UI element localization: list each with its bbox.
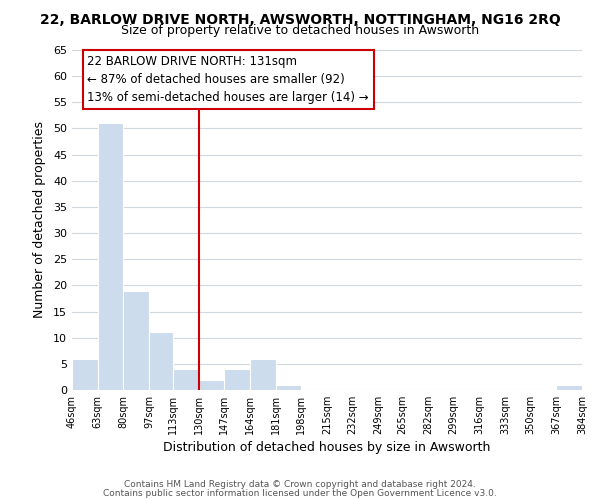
Bar: [124, 290, 149, 390]
Bar: [199, 380, 224, 390]
X-axis label: Distribution of detached houses by size in Awsworth: Distribution of detached houses by size …: [163, 441, 491, 454]
Bar: [149, 332, 173, 390]
Bar: [275, 385, 301, 390]
Text: Contains HM Land Registry data © Crown copyright and database right 2024.: Contains HM Land Registry data © Crown c…: [124, 480, 476, 489]
Text: Contains public sector information licensed under the Open Government Licence v3: Contains public sector information licen…: [103, 488, 497, 498]
Bar: [72, 358, 98, 390]
Bar: [224, 369, 250, 390]
Bar: [250, 358, 275, 390]
Text: Size of property relative to detached houses in Awsworth: Size of property relative to detached ho…: [121, 24, 479, 37]
Bar: [556, 385, 582, 390]
Text: 22, BARLOW DRIVE NORTH, AWSWORTH, NOTTINGHAM, NG16 2RQ: 22, BARLOW DRIVE NORTH, AWSWORTH, NOTTIN…: [40, 12, 560, 26]
Bar: [173, 369, 199, 390]
Text: 22 BARLOW DRIVE NORTH: 131sqm
← 87% of detached houses are smaller (92)
13% of s: 22 BARLOW DRIVE NORTH: 131sqm ← 87% of d…: [88, 55, 369, 104]
Bar: [98, 123, 124, 390]
Y-axis label: Number of detached properties: Number of detached properties: [33, 122, 46, 318]
